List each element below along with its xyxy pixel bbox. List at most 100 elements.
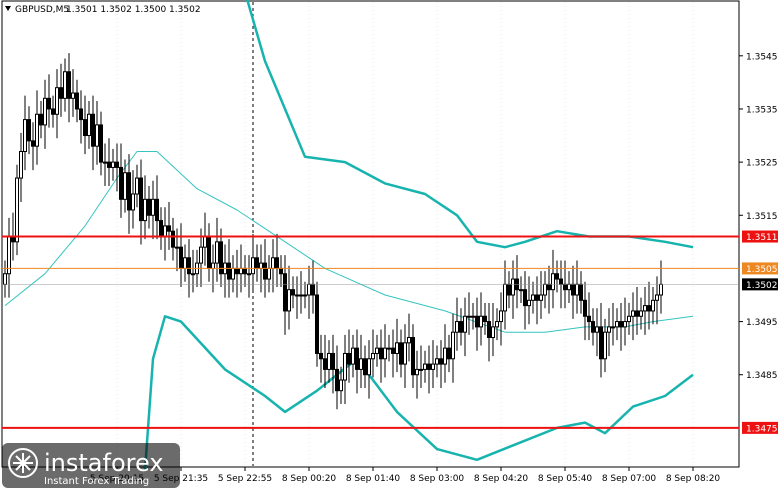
candle-body bbox=[103, 161, 107, 164]
candle-body bbox=[579, 283, 583, 301]
candle-body bbox=[247, 273, 251, 276]
candle-body bbox=[191, 273, 195, 276]
candle-body bbox=[487, 321, 491, 339]
level-lines: 1.3511 1.3505 1.3475 1.3502 bbox=[2, 230, 778, 434]
candle-body bbox=[131, 193, 135, 211]
candle-body bbox=[567, 283, 571, 291]
candle-body bbox=[239, 267, 243, 275]
candle-body bbox=[127, 172, 131, 211]
price-tick-label: 1.3535 bbox=[746, 105, 778, 115]
candle-body bbox=[19, 150, 23, 179]
candle-body bbox=[31, 140, 35, 147]
symbol-label: GBPUSD,M5 bbox=[15, 5, 69, 15]
candle-body bbox=[595, 326, 599, 333]
candle-body bbox=[383, 347, 387, 360]
price-tick-label: 1.3545 bbox=[746, 52, 778, 62]
candle-body bbox=[427, 363, 431, 370]
candle-body bbox=[203, 236, 207, 248]
triangle-icon bbox=[5, 6, 11, 11]
candle-body bbox=[555, 273, 559, 280]
time-tick-label: 5 Sep 22:55 bbox=[218, 474, 272, 484]
candle-body bbox=[527, 299, 531, 307]
candle-body bbox=[299, 294, 303, 297]
candle-body bbox=[443, 347, 447, 365]
candle-body bbox=[35, 113, 39, 147]
time-tick-label: 8 Sep 01:40 bbox=[346, 474, 401, 484]
candle-body bbox=[27, 119, 31, 142]
candle-body bbox=[599, 326, 603, 360]
candle-body bbox=[411, 337, 415, 376]
price-tick-label: 1.3495 bbox=[746, 318, 778, 328]
candle-body bbox=[43, 97, 47, 126]
candle-body bbox=[275, 257, 279, 269]
candle-body bbox=[263, 262, 267, 280]
candle-body bbox=[571, 283, 575, 296]
candle-body bbox=[607, 326, 611, 333]
candle-body bbox=[499, 310, 503, 323]
candle-body bbox=[539, 294, 543, 301]
candle-body bbox=[211, 262, 215, 269]
candle-body bbox=[135, 177, 139, 195]
candle-body bbox=[251, 257, 255, 275]
candle-body bbox=[507, 283, 511, 296]
candle-body bbox=[207, 236, 211, 269]
candle-body bbox=[627, 315, 631, 323]
candle-body bbox=[583, 299, 587, 317]
time-tick-label: 8 Sep 05:40 bbox=[538, 474, 593, 484]
candle-body bbox=[463, 315, 467, 333]
candle-body bbox=[47, 97, 51, 110]
candle-body bbox=[355, 347, 359, 370]
candle-body bbox=[315, 294, 319, 354]
instaforex-watermark: instaforex Instant Forex Trading bbox=[2, 443, 180, 488]
candle-body bbox=[55, 87, 59, 115]
current-price-tag bbox=[742, 278, 778, 291]
candle-body bbox=[79, 108, 83, 121]
candle-body bbox=[623, 321, 627, 328]
candle-body bbox=[331, 352, 335, 370]
candle-body bbox=[535, 294, 539, 301]
candle-body bbox=[255, 257, 259, 269]
candle-body bbox=[471, 315, 475, 318]
candle-body bbox=[647, 305, 651, 312]
instaforex-logo-icon bbox=[8, 448, 38, 478]
candle-body bbox=[327, 352, 331, 370]
candle-body bbox=[183, 257, 187, 269]
candle-body bbox=[475, 315, 479, 328]
candle-body bbox=[67, 71, 71, 99]
candle-body bbox=[95, 124, 99, 147]
candle-body bbox=[391, 347, 395, 354]
candle-body bbox=[123, 172, 127, 200]
candle-body bbox=[659, 283, 663, 296]
candle-body bbox=[415, 368, 419, 376]
candle-body bbox=[119, 166, 123, 200]
candle-body bbox=[467, 315, 471, 318]
candle-body bbox=[503, 283, 507, 312]
candle-body bbox=[163, 225, 167, 238]
candle-body bbox=[523, 289, 527, 307]
candle-body bbox=[351, 347, 355, 365]
candle-body bbox=[159, 220, 163, 238]
candle-body bbox=[99, 124, 103, 163]
candle-body bbox=[587, 315, 591, 323]
time-tick-label: 5 Sep 21:35 bbox=[154, 474, 208, 484]
candle-body bbox=[631, 310, 635, 317]
candle-body bbox=[323, 358, 327, 370]
candle-body bbox=[483, 315, 487, 323]
level-price-label: 1.3475 bbox=[746, 424, 778, 434]
level-price-label: 1.3511 bbox=[746, 233, 778, 243]
candle-body bbox=[655, 294, 659, 301]
candle-body bbox=[235, 267, 239, 275]
ohlc-values: 1.3501 1.3502 1.3500 1.3502 bbox=[66, 5, 201, 15]
candle-body bbox=[399, 342, 403, 365]
candle-body bbox=[91, 113, 95, 147]
candle-body bbox=[575, 283, 579, 296]
time-tick-label: 8 Sep 03:00 bbox=[410, 474, 465, 484]
candle-body bbox=[243, 267, 247, 275]
candle-body bbox=[179, 246, 183, 269]
candle-body bbox=[551, 273, 555, 291]
candle-body bbox=[375, 347, 379, 354]
candle-body bbox=[431, 363, 435, 370]
candle-body bbox=[379, 347, 383, 360]
